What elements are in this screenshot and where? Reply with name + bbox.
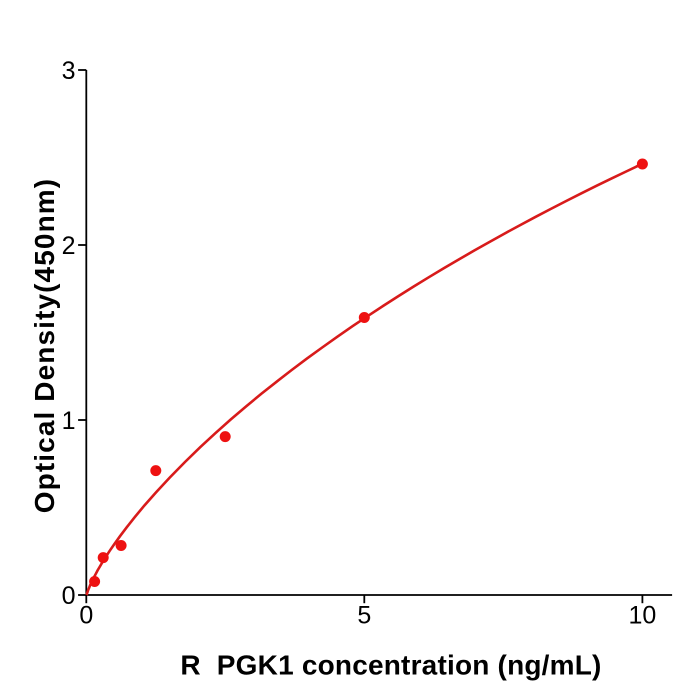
svg-text:0: 0 bbox=[62, 582, 76, 610]
svg-text:10: 10 bbox=[628, 602, 656, 630]
svg-text:0: 0 bbox=[79, 602, 93, 630]
svg-text:R PGK1 concentration (ng/mL): R PGK1 concentration (ng/mL) bbox=[180, 649, 601, 680]
svg-text:Optical Density(450nm): Optical Density(450nm) bbox=[29, 178, 60, 513]
svg-text:5: 5 bbox=[357, 602, 371, 630]
svg-text:1: 1 bbox=[62, 407, 76, 435]
svg-text:3: 3 bbox=[62, 57, 76, 85]
svg-text:2: 2 bbox=[62, 232, 76, 260]
